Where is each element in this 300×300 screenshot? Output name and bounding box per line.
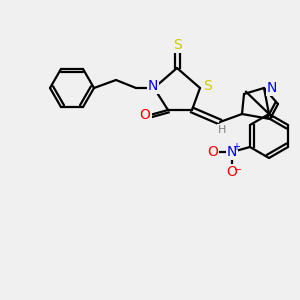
Text: O: O [208, 145, 218, 159]
Text: N: N [267, 81, 277, 95]
Text: −: − [234, 165, 242, 175]
Text: S: S [172, 38, 182, 52]
Text: N: N [148, 79, 158, 93]
Text: O: O [226, 165, 237, 179]
Text: +: + [232, 142, 240, 152]
Text: O: O [140, 108, 150, 122]
Text: S: S [204, 79, 212, 93]
Text: N: N [227, 145, 237, 159]
Text: H: H [218, 125, 226, 135]
